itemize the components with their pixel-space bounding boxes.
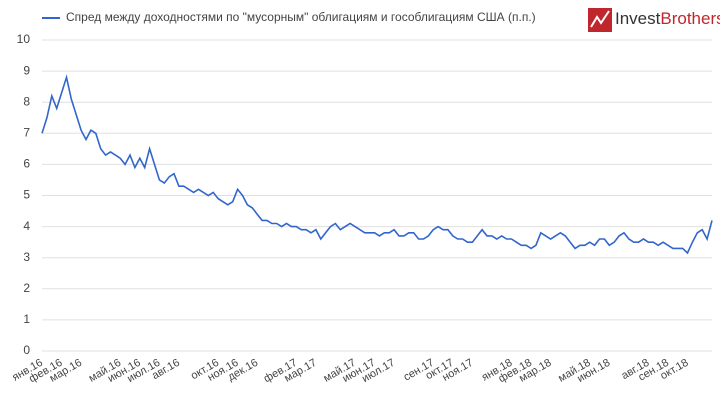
y-tick-label: 5 <box>23 188 30 202</box>
data-line <box>41 74 713 255</box>
y-tick-label: 10 <box>17 32 31 46</box>
logo: InvestBrothers <box>588 8 720 32</box>
y-tick-label: 8 <box>23 94 30 108</box>
y-tick-label: 0 <box>23 343 30 357</box>
y-tick-label: 9 <box>23 63 30 77</box>
y-tick-label: 2 <box>23 281 30 295</box>
logo-text: InvestBrothers <box>615 9 720 28</box>
y-tick-label: 1 <box>23 312 30 326</box>
logo-part: Brothers <box>660 9 720 28</box>
logo-arrow <box>590 10 610 28</box>
legend-label: Спред между доходностями по "мусорным" о… <box>66 10 536 24</box>
y-tick-label: 4 <box>23 219 30 233</box>
logo-part: Invest <box>615 9 661 28</box>
y-tick-label: 6 <box>23 157 30 171</box>
y-tick-label: 7 <box>23 125 30 139</box>
y-tick-label: 3 <box>23 250 30 264</box>
